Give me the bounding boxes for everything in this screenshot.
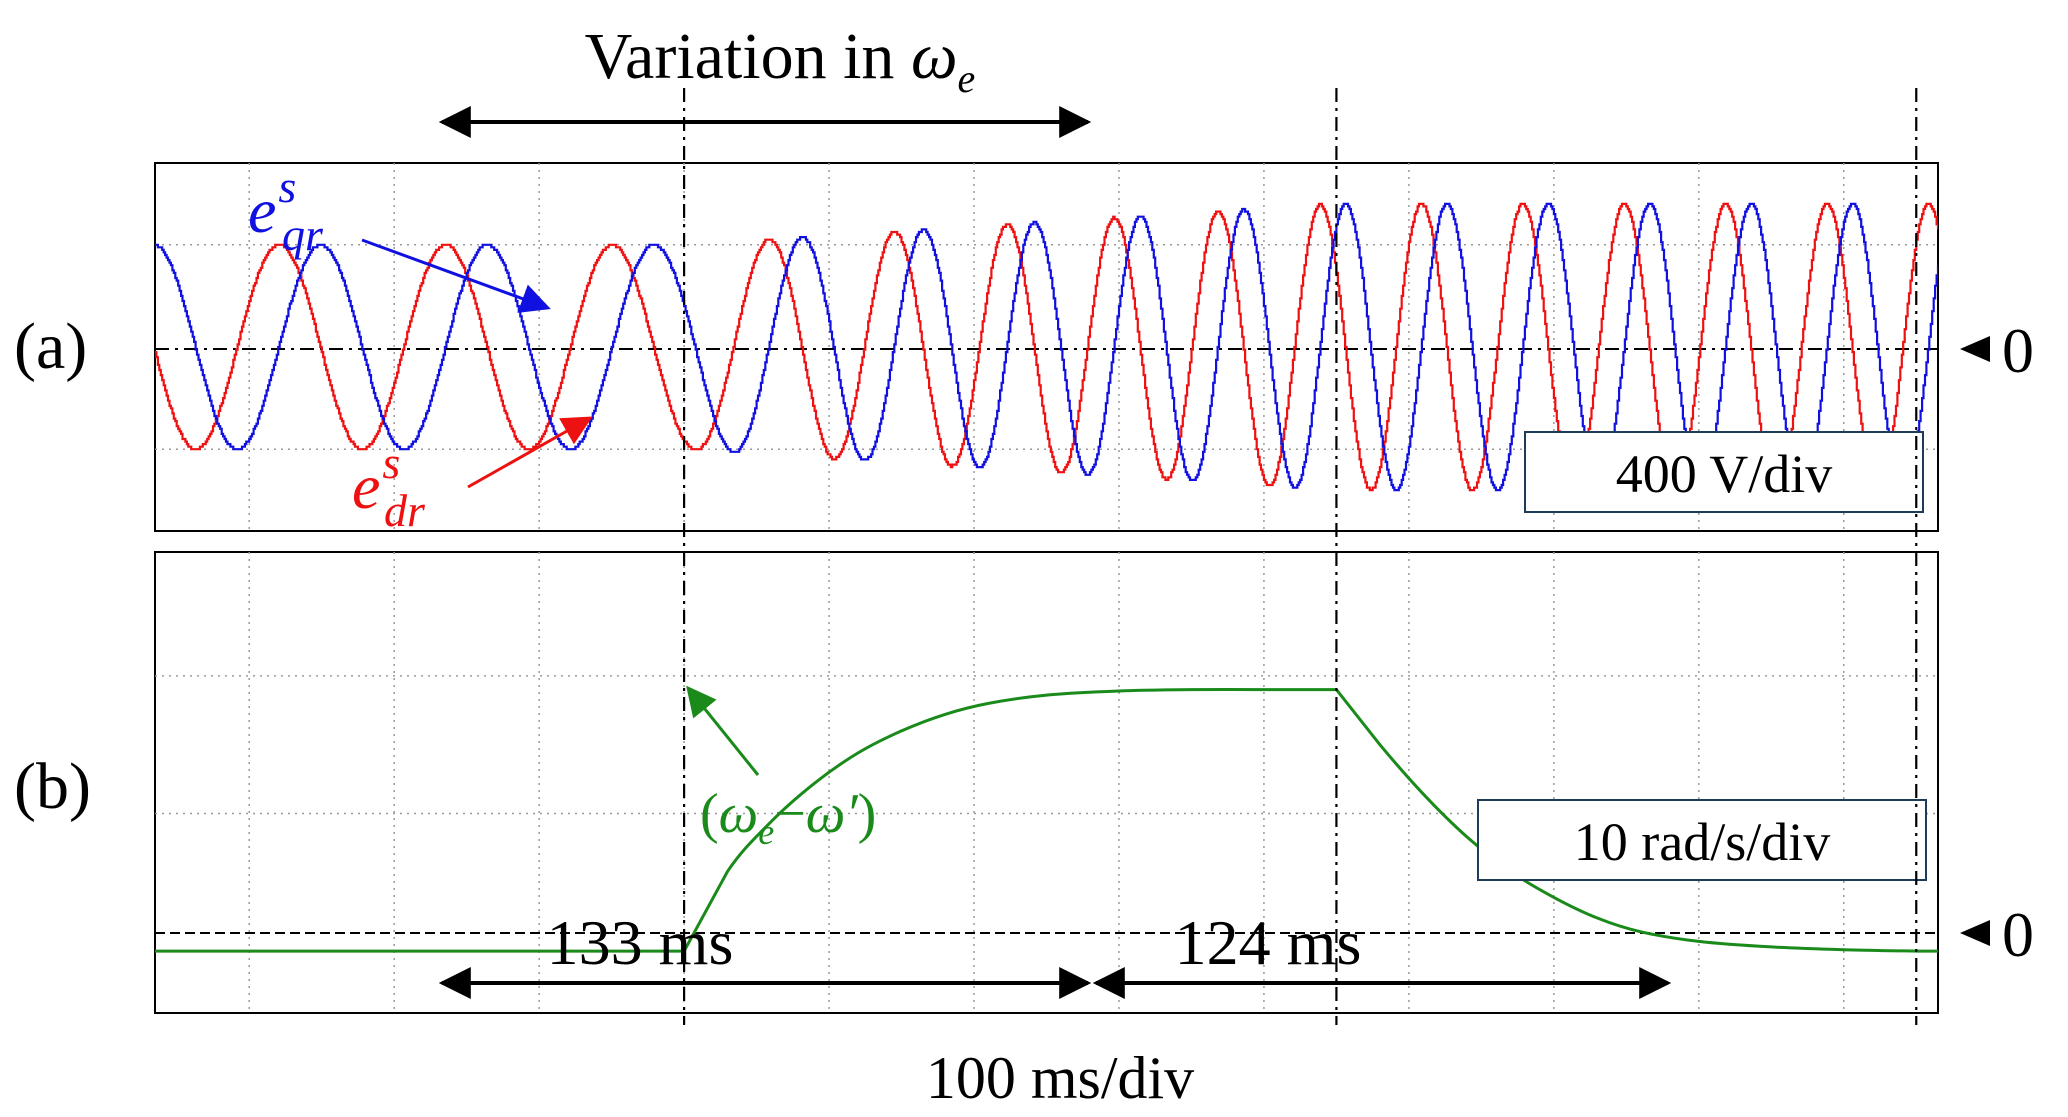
omega-error-trace [155,688,1938,953]
omega-error-sub: e [758,812,774,852]
variation-text: Variation in [585,20,911,93]
edr-label-sup: s [382,437,400,488]
event-markers [683,88,1918,1025]
edr-trace [155,202,1938,492]
span2-text: 124 ms [1175,907,1362,978]
omega-error-wprime: ω′ [806,783,859,845]
panel-b: (b) 0 10 rad/s/div (ωe−ω′) 133 ms 124 ms [14,551,2034,1014]
panel-b-label: (b) [14,750,91,823]
omega-error-close: ) [858,783,877,845]
panel-b-scale-box [1477,799,1927,881]
eqr-pointer-arrow [361,238,551,313]
omega-error-label: (ωe−ω′) [700,783,876,852]
eqr-trace [155,202,1938,492]
omega-error-open: ( [700,783,719,845]
panel-a-zero-marker [1960,336,1990,362]
panel-b-zero-label: 0 [2002,899,2034,970]
omega-error-pointer-arrow [686,685,760,776]
time-scale-text: 100 ms/div [926,1045,1194,1111]
panel-b-scale-text: 10 rad/s/div [1574,812,1830,872]
edr-label: es dr [352,437,426,536]
eqr-label-sup: s [278,161,296,212]
panel-a: (a) 0 400 V/div es qr es dr [14,161,2034,536]
eqr-label-base: e [248,175,276,246]
panel-a-zero-label: 0 [2002,315,2034,386]
omega-symbol: ω [911,20,958,93]
omega-error-minus: − [774,783,806,845]
panel-b-zero-marker [1960,920,1990,946]
edr-pointer-arrow [467,416,593,489]
panel-a-scale-box [1524,431,1924,513]
edr-label-base: e [352,451,380,522]
panel-b-frame [154,551,1939,1014]
edr-label-sub: dr [384,485,426,536]
omega-subscript: e [958,56,976,101]
panel-a-label: (a) [14,310,87,383]
eqr-label: es qr [248,161,324,260]
span1-text: 133 ms [547,907,734,978]
omega-error-w: ω [719,783,759,845]
eqr-label-sub: qr [282,209,324,260]
panel-a-scale-text: 400 V/div [1616,444,1833,504]
variation-title: Variation in ωe [585,20,976,101]
